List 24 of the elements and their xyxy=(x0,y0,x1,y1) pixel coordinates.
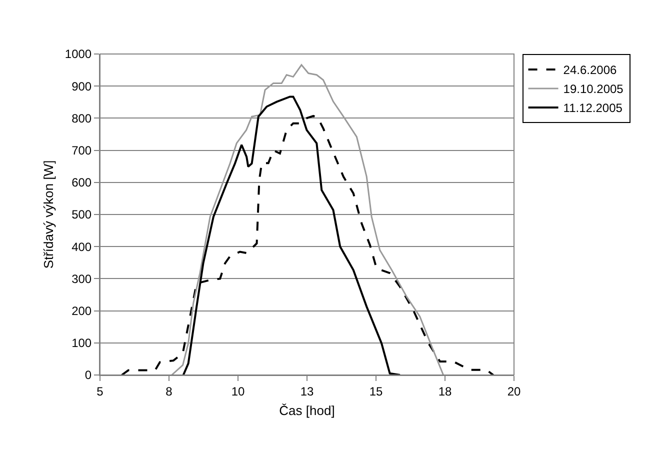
y-tick-label: 0 xyxy=(84,368,92,382)
x-axis-title: Čas [hod] xyxy=(279,403,335,418)
legend-label: 19.10.2005 xyxy=(563,82,624,96)
legend-label: 24.6.2006 xyxy=(563,63,617,78)
x-tick-label: 10 xyxy=(231,384,245,398)
y-tick-label: 700 xyxy=(72,144,92,158)
y-tick-label: 300 xyxy=(72,272,92,286)
line-series xyxy=(171,64,444,375)
y-tick-label: 400 xyxy=(72,240,92,254)
y-tick-label: 100 xyxy=(72,336,92,350)
x-tick-label: 5 xyxy=(96,384,104,398)
y-tick-label: 900 xyxy=(72,79,92,94)
y-tick-label: 200 xyxy=(72,304,92,318)
x-tick-label: 8 xyxy=(166,384,173,398)
x-tick-label: 15 xyxy=(369,384,383,398)
y-tick-label: 1000 xyxy=(64,47,92,62)
y-tick-label: 800 xyxy=(72,111,92,126)
y-axis-title: Střídavý výkon [W] xyxy=(40,160,56,269)
x-tick-label: 18 xyxy=(438,384,452,398)
y-tick-label: 500 xyxy=(72,208,92,222)
y-tick-label: 600 xyxy=(72,176,92,190)
x-tick-label: 13 xyxy=(300,384,314,398)
legend-label: 11.12.2005 xyxy=(563,101,623,116)
x-tick-label: 20 xyxy=(507,384,521,398)
